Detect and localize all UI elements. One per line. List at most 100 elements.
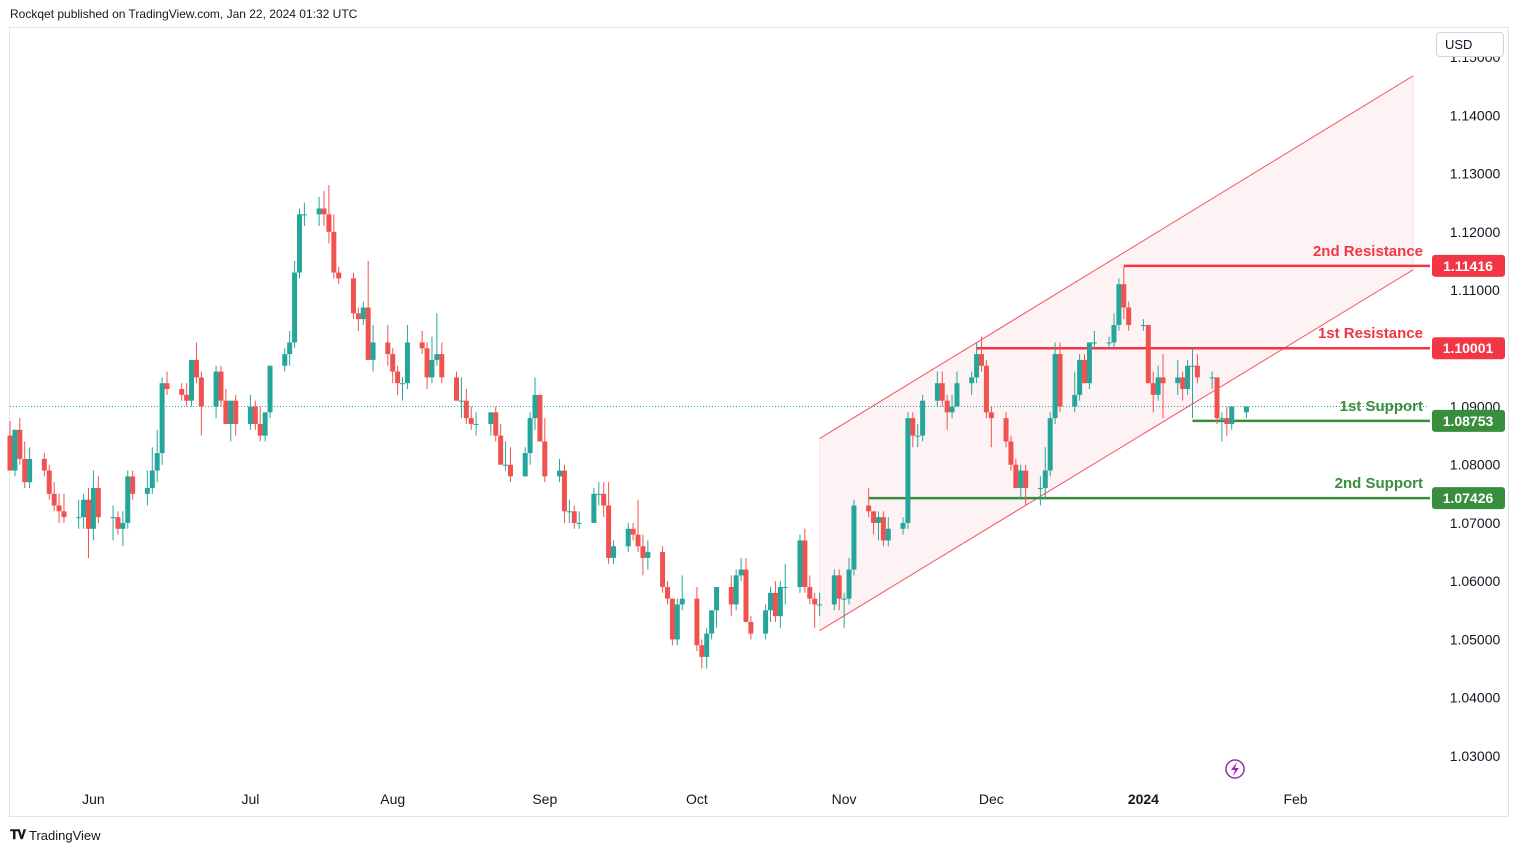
candle-body [90, 488, 96, 529]
level-price-badge-text: 1.08753 [1443, 413, 1494, 429]
time-axis[interactable]: Jun Jul Aug Sep Oct Nov Dec 2024 Feb [82, 791, 1308, 807]
candle [812, 592, 818, 628]
candle-body [802, 540, 808, 588]
candle [900, 517, 906, 535]
candle [949, 394, 955, 419]
candle [1140, 319, 1146, 331]
candle [645, 540, 651, 570]
candle [591, 488, 597, 523]
candle-body [542, 441, 548, 477]
candle [537, 394, 543, 442]
candle [733, 569, 739, 611]
candle [836, 569, 842, 611]
candle [1243, 406, 1249, 419]
candle-body [979, 354, 985, 366]
candle [321, 191, 327, 226]
candle-body [95, 488, 101, 518]
candle [527, 412, 533, 465]
candle-body [871, 511, 877, 523]
candle [768, 587, 774, 622]
candle-body [365, 307, 371, 360]
candle [983, 359, 989, 419]
candle-body [1042, 470, 1048, 489]
level-price-badges: 1.11416 1.10001 1.08753 1.07426 [1432, 254, 1505, 510]
candle-body [1111, 324, 1117, 343]
footer-brand[interactable]: 𝐓𝐕 TradingView [10, 827, 101, 843]
candle [714, 587, 720, 628]
candle [974, 342, 980, 384]
candle [841, 592, 847, 628]
candle [228, 400, 234, 442]
candle-body [326, 214, 332, 232]
candle [1072, 371, 1078, 413]
candle-body [699, 645, 705, 657]
candle-body [76, 517, 82, 519]
candle-body [537, 394, 543, 442]
candle-body [812, 598, 818, 605]
candles[interactable] [7, 185, 1249, 669]
candle-body [429, 359, 435, 378]
candle-body [370, 342, 376, 360]
candle-body [301, 214, 307, 216]
candle [22, 441, 28, 489]
candle [336, 266, 342, 285]
candle-body [149, 470, 155, 489]
candle-body [797, 540, 803, 588]
candle-body [233, 400, 239, 424]
candle-body [184, 394, 190, 401]
candle-body [1160, 377, 1166, 384]
y-tick-label: 1.13000 [1450, 166, 1501, 182]
candle [144, 470, 150, 506]
candle [1160, 354, 1166, 419]
candle-body [360, 307, 366, 320]
candle-body [1180, 377, 1186, 390]
candle [817, 592, 823, 617]
x-tick-label: Oct [686, 791, 708, 807]
candle [1185, 359, 1191, 395]
candle [429, 336, 435, 384]
candle-body [606, 505, 612, 558]
candle [233, 394, 239, 436]
candle-body [223, 400, 229, 424]
level-label: 1st Support [1340, 398, 1423, 415]
candle-body [851, 505, 857, 570]
lightning-icon[interactable] [1225, 759, 1245, 779]
level-label: 2nd Resistance [1313, 243, 1423, 260]
regression-channel[interactable] [819, 75, 1414, 632]
level-label: 1st Resistance [1318, 325, 1423, 342]
candle-body [949, 406, 955, 413]
price-axis[interactable]: 1.150001.140001.130001.120001.110001.100… [1450, 49, 1501, 764]
candle [296, 208, 302, 279]
candle [51, 482, 57, 512]
candle-body [395, 371, 401, 384]
candle [625, 522, 631, 553]
candle-body [1140, 324, 1146, 326]
candle-body [983, 365, 989, 413]
candle [507, 447, 513, 483]
candle-body [905, 418, 911, 523]
candle [7, 421, 13, 471]
candle-body [1155, 377, 1161, 395]
candle-body [596, 493, 602, 495]
candle-body [458, 400, 464, 402]
level-price-badge-text: 1.07426 [1443, 490, 1494, 506]
candle [1047, 412, 1053, 477]
candle [772, 581, 778, 622]
candle [920, 394, 926, 442]
candle-body [1224, 418, 1230, 424]
candle-body [630, 528, 636, 535]
currency-selector[interactable]: USD [1436, 32, 1504, 57]
candle-body [1175, 377, 1181, 384]
candle-body [61, 511, 67, 518]
candle [1037, 476, 1043, 506]
candle-body [561, 470, 567, 512]
candle-body [591, 493, 597, 523]
candle [390, 348, 396, 384]
candle [885, 517, 891, 547]
candle-body [1057, 354, 1063, 407]
candle [46, 464, 52, 500]
candle [61, 493, 67, 523]
candle [1052, 342, 1058, 424]
candle [782, 563, 788, 605]
